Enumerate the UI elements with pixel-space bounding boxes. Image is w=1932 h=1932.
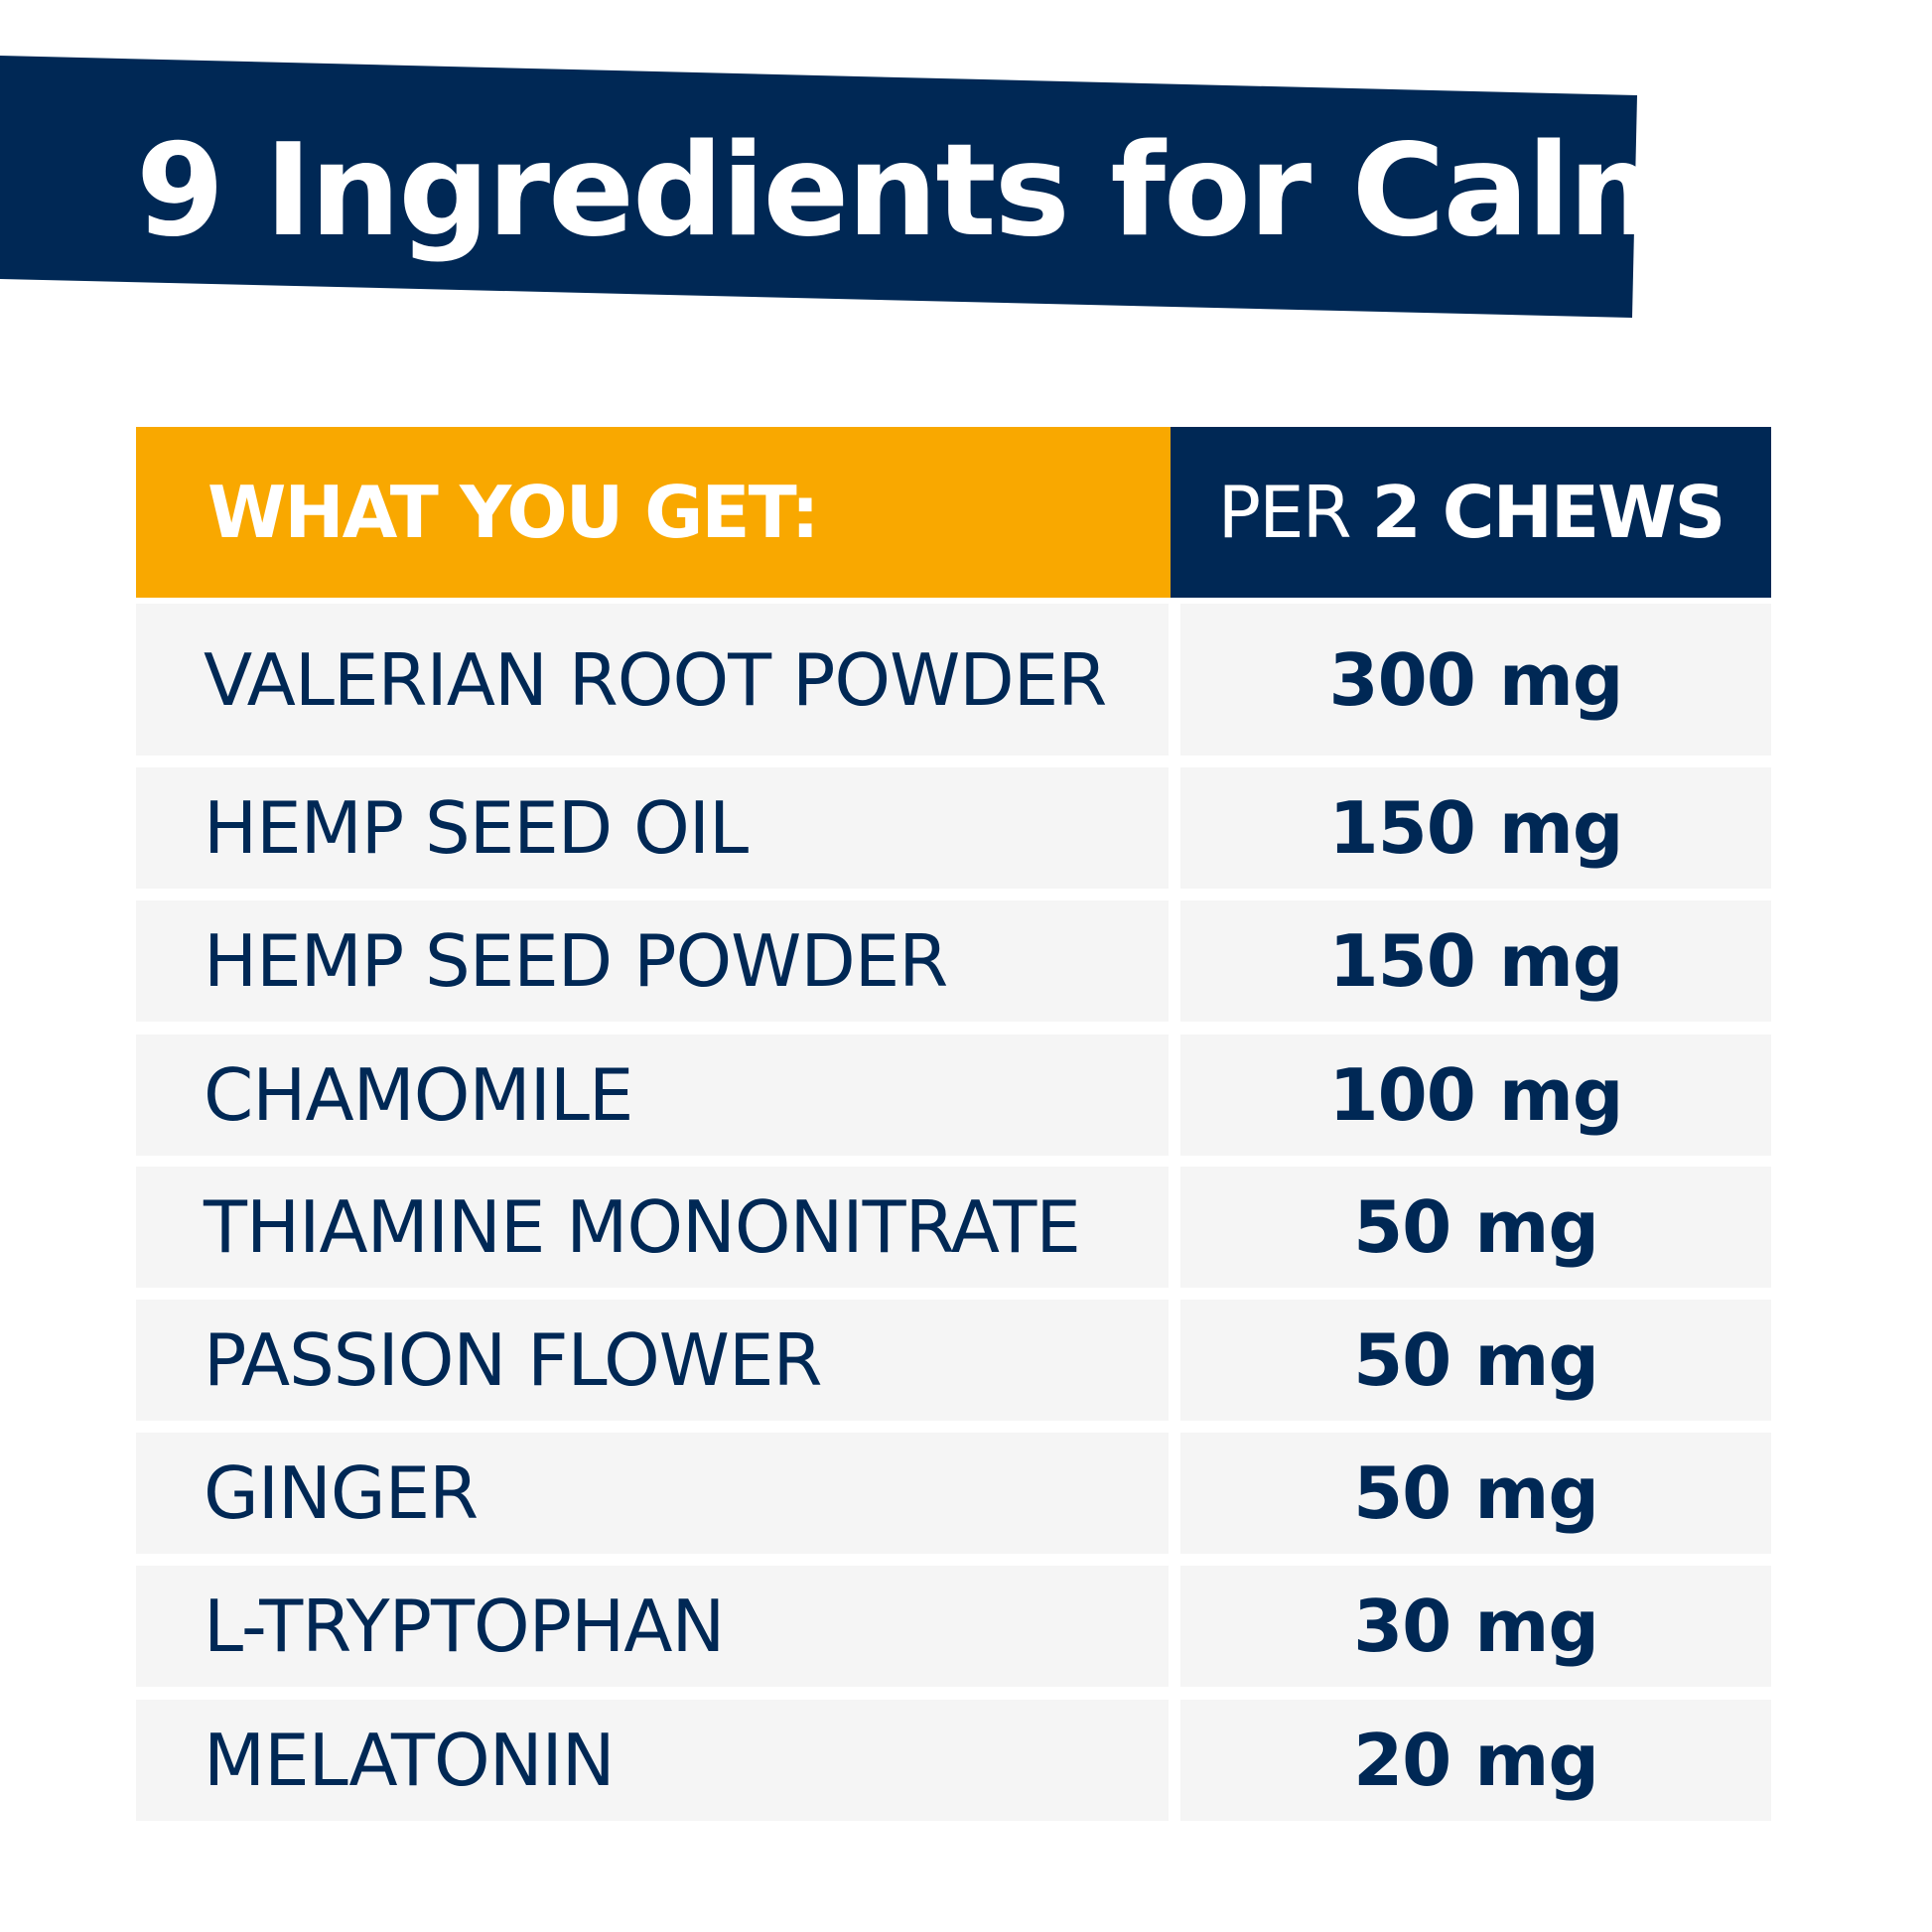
table-row: HEMP SEED POWDER 150 mg	[136, 900, 1771, 1022]
table-row: CHAMOMILE 100 mg	[136, 1035, 1771, 1156]
ingredient-amount: 20 mg	[1180, 1700, 1771, 1821]
ingredient-name: THIAMINE MONONITRATE	[136, 1167, 1169, 1288]
header-per-label: PER	[1217, 471, 1352, 554]
ingredient-name: GINGER	[136, 1433, 1169, 1554]
header-per-2-chews: PER 2 CHEWS	[1171, 427, 1771, 598]
header-chews-label: 2 CHEWS	[1371, 471, 1726, 554]
ingredient-amount: 150 mg	[1180, 767, 1771, 889]
ingredient-amount: 30 mg	[1180, 1566, 1771, 1687]
table-row: HEMP SEED OIL 150 mg	[136, 767, 1771, 889]
ingredient-name: PASSION FLOWER	[136, 1300, 1169, 1421]
ingredient-name: HEMP SEED OIL	[136, 767, 1169, 889]
ingredient-name: CHAMOMILE	[136, 1035, 1169, 1156]
table-row: THIAMINE MONONITRATE 50 mg	[136, 1167, 1771, 1288]
title-banner	[0, 56, 1637, 318]
ingredient-name: L-TRYPTOPHAN	[136, 1566, 1169, 1687]
ingredient-amount: 300 mg	[1180, 604, 1771, 756]
ingredient-amount: 50 mg	[1180, 1167, 1771, 1288]
ingredient-amount: 50 mg	[1180, 1433, 1771, 1554]
ingredient-amount: 100 mg	[1180, 1035, 1771, 1156]
header-what-you-get: WHAT YOU GET:	[136, 427, 1171, 598]
page-title: 9 Ingredients for Calm	[136, 117, 1701, 265]
table-row: MELATONIN 20 mg	[136, 1700, 1771, 1821]
ingredient-name: HEMP SEED POWDER	[136, 900, 1169, 1022]
table-row: PASSION FLOWER 50 mg	[136, 1300, 1771, 1421]
table-row: VALERIAN ROOT POWDER 300 mg	[136, 604, 1771, 756]
ingredient-name: MELATONIN	[136, 1700, 1169, 1821]
table-row: L-TRYPTOPHAN 30 mg	[136, 1566, 1771, 1687]
ingredient-amount: 50 mg	[1180, 1300, 1771, 1421]
ingredient-name: VALERIAN ROOT POWDER	[136, 604, 1169, 756]
table-row: GINGER 50 mg	[136, 1433, 1771, 1554]
ingredient-amount: 150 mg	[1180, 900, 1771, 1022]
